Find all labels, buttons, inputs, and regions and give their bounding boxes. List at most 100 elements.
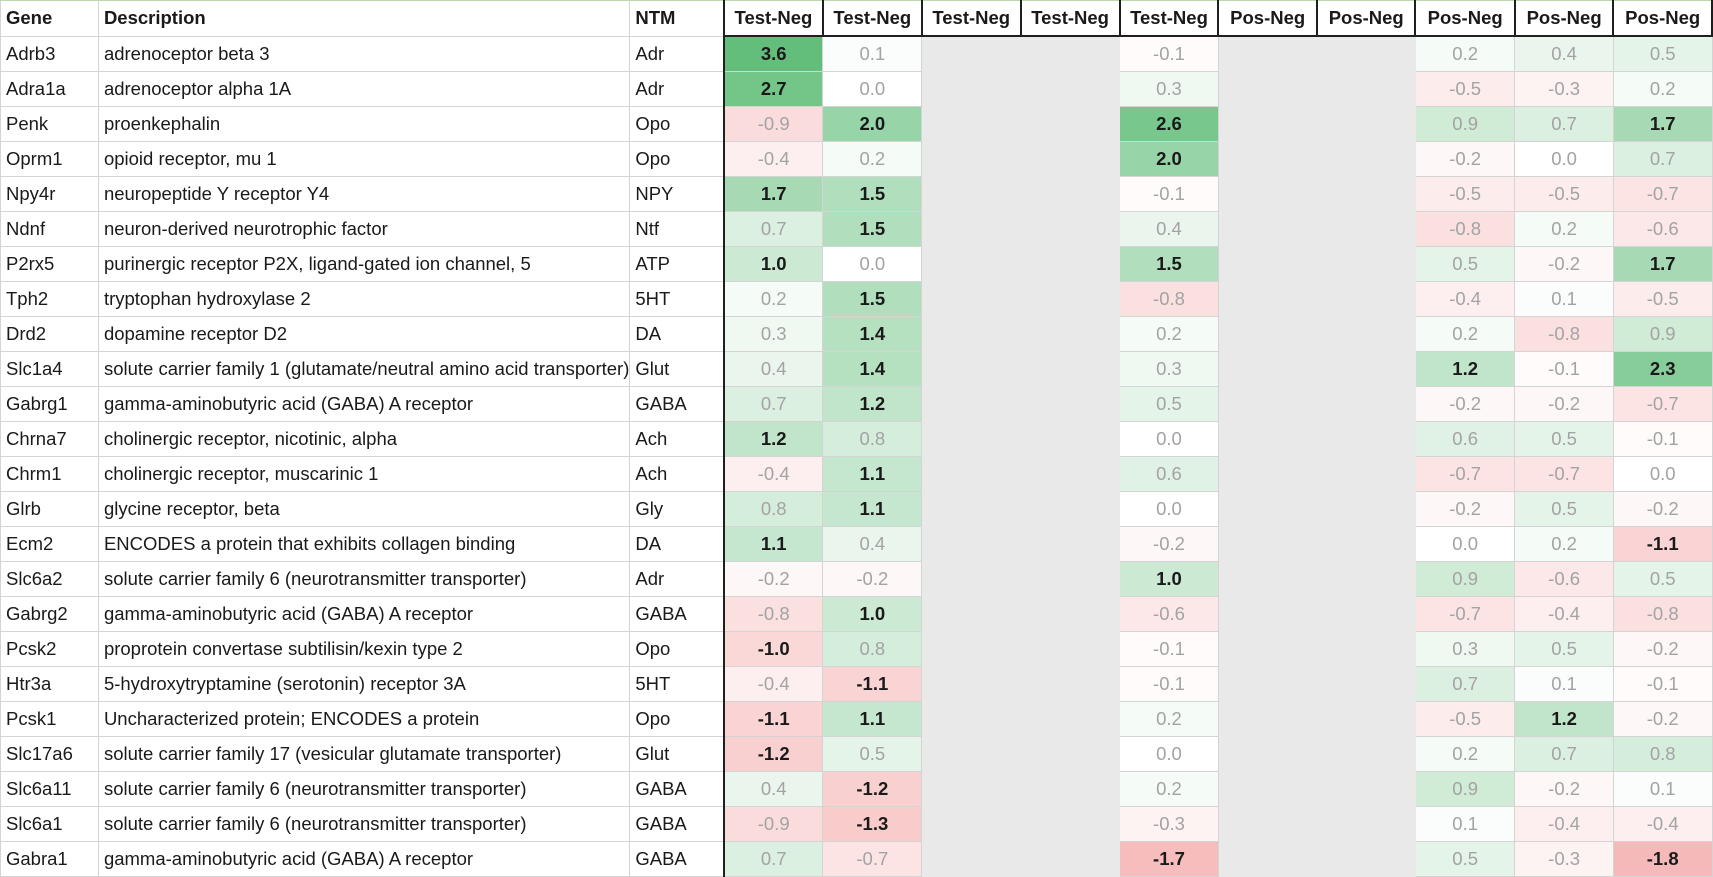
empty-cell	[921, 666, 1022, 702]
value-cell: -0.7	[1612, 176, 1713, 212]
empty-cell	[921, 526, 1022, 562]
empty-cell	[1316, 806, 1416, 842]
empty-cell	[1217, 561, 1318, 597]
empty-cell	[1316, 386, 1416, 422]
empty-cell	[1316, 35, 1416, 72]
gene-cell: Slc6a1	[0, 806, 99, 842]
value-cell: -0.2	[1612, 701, 1713, 737]
value-cell: 0.5	[1414, 841, 1516, 877]
value-cell: -0.2	[1612, 491, 1713, 527]
ntm-cell: Ntf	[629, 211, 725, 247]
empty-cell	[921, 246, 1022, 282]
value-cell: 1.5	[1119, 246, 1219, 282]
empty-cell	[1316, 736, 1416, 772]
value-cell: 0.2	[1119, 316, 1219, 352]
value-cell: -0.1	[1119, 631, 1219, 667]
empty-cell	[1217, 176, 1318, 212]
description-cell: glycine receptor, beta	[97, 491, 631, 527]
header-comparison-2: Test-Neg	[821, 0, 923, 37]
empty-cell	[1020, 666, 1121, 702]
table-row: Slc17a6 solute carrier family 17 (vesicul…	[0, 736, 1713, 772]
empty-cell	[1020, 526, 1121, 562]
gene-cell: P2rx5	[0, 246, 99, 282]
ntm-cell: GABA	[629, 596, 725, 632]
value-cell: -0.4	[1514, 596, 1614, 632]
table-row: Tph2 tryptophan hydroxylase 2 5HT 0.2 1.5 -0.…	[0, 281, 1713, 317]
description-cell: gamma-aminobutyric acid (GABA) A recepto…	[97, 386, 631, 422]
ntm-cell: GABA	[629, 771, 725, 807]
table-row: Slc6a2 solute carrier family 6 (neurotran…	[0, 561, 1713, 597]
value-cell: -0.7	[1414, 596, 1516, 632]
value-cell: -0.2	[1414, 141, 1516, 177]
value-cell: 0.3	[1119, 71, 1219, 107]
gene-cell: Adrb3	[0, 35, 99, 72]
value-cell: -0.1	[1612, 421, 1713, 457]
ntm-cell: 5HT	[629, 666, 725, 702]
value-cell: -0.7	[1612, 386, 1713, 422]
empty-cell	[1020, 631, 1121, 667]
value-cell: -0.8	[1119, 281, 1219, 317]
empty-cell	[1217, 386, 1318, 422]
value-cell: 0.8	[822, 421, 923, 457]
empty-cell	[1217, 491, 1318, 527]
description-cell: opioid receptor, mu 1	[97, 141, 631, 177]
value-cell: 0.3	[1119, 351, 1219, 387]
value-cell: 0.9	[1414, 561, 1516, 597]
ntm-cell: Ach	[629, 421, 725, 457]
empty-cell	[1217, 106, 1318, 142]
empty-cell	[1217, 631, 1318, 667]
table-row: Slc6a11 solute carrier family 6 (neurotra…	[0, 771, 1713, 807]
empty-cell	[1217, 71, 1318, 107]
header-ntm: NTM	[629, 0, 725, 37]
gene-cell: Chrna7	[0, 421, 99, 457]
table-row: Ecm2 ENCODES a protein that exhibits coll…	[0, 526, 1713, 562]
value-cell: -1.7	[1119, 841, 1219, 877]
value-cell: 0.7	[722, 386, 824, 422]
value-cell: -0.7	[822, 841, 923, 877]
value-cell: 1.0	[1119, 561, 1219, 597]
ntm-cell: Opo	[629, 141, 725, 177]
value-cell: 0.3	[1414, 631, 1516, 667]
empty-cell	[1316, 841, 1416, 877]
value-cell: -0.2	[1119, 526, 1219, 562]
value-cell: 0.3	[722, 316, 824, 352]
value-cell: 1.5	[822, 211, 923, 247]
value-cell: -0.4	[1414, 281, 1516, 317]
empty-cell	[1020, 841, 1121, 877]
description-cell: proenkephalin	[97, 106, 631, 142]
empty-cell	[1020, 491, 1121, 527]
value-cell: -1.3	[822, 806, 923, 842]
value-cell: -0.7	[1514, 456, 1614, 492]
value-cell: 0.0	[1514, 141, 1614, 177]
empty-cell	[1020, 771, 1121, 807]
description-cell: solute carrier family 6 (neurotransmitte…	[97, 771, 631, 807]
empty-cell	[1316, 281, 1416, 317]
value-cell: 1.7	[1612, 106, 1713, 142]
value-cell: -0.4	[1514, 806, 1614, 842]
gene-cell: Slc6a11	[0, 771, 99, 807]
empty-cell	[1020, 281, 1121, 317]
description-cell: solute carrier family 17 (vesicular glut…	[97, 736, 631, 772]
gene-cell: Ndnf	[0, 211, 99, 247]
empty-cell	[1316, 106, 1416, 142]
value-cell: 2.3	[1612, 351, 1713, 387]
data-rows: Adrb3 adrenoceptor beta 3 Adr 3.6 0.1 -0.1 0.2…	[0, 35, 1713, 877]
value-cell: 0.1	[1514, 666, 1614, 702]
empty-cell	[1316, 211, 1416, 247]
empty-cell	[1020, 596, 1121, 632]
value-cell: -0.1	[1612, 666, 1713, 702]
value-cell: 0.2	[1612, 71, 1713, 107]
ntm-cell: Ach	[629, 456, 725, 492]
value-cell: 0.2	[1119, 771, 1219, 807]
ntm-cell: Glut	[629, 351, 725, 387]
description-cell: solute carrier family 6 (neurotransmitte…	[97, 806, 631, 842]
empty-cell	[921, 771, 1022, 807]
ntm-cell: Opo	[629, 631, 725, 667]
header-row: Gene Description NTM Test-Neg Test-Neg Test-N…	[0, 0, 1713, 37]
empty-cell	[1217, 526, 1318, 562]
value-cell: 1.1	[722, 526, 824, 562]
value-cell: -0.4	[722, 456, 824, 492]
empty-cell	[1217, 806, 1318, 842]
gene-cell: Oprm1	[0, 141, 99, 177]
